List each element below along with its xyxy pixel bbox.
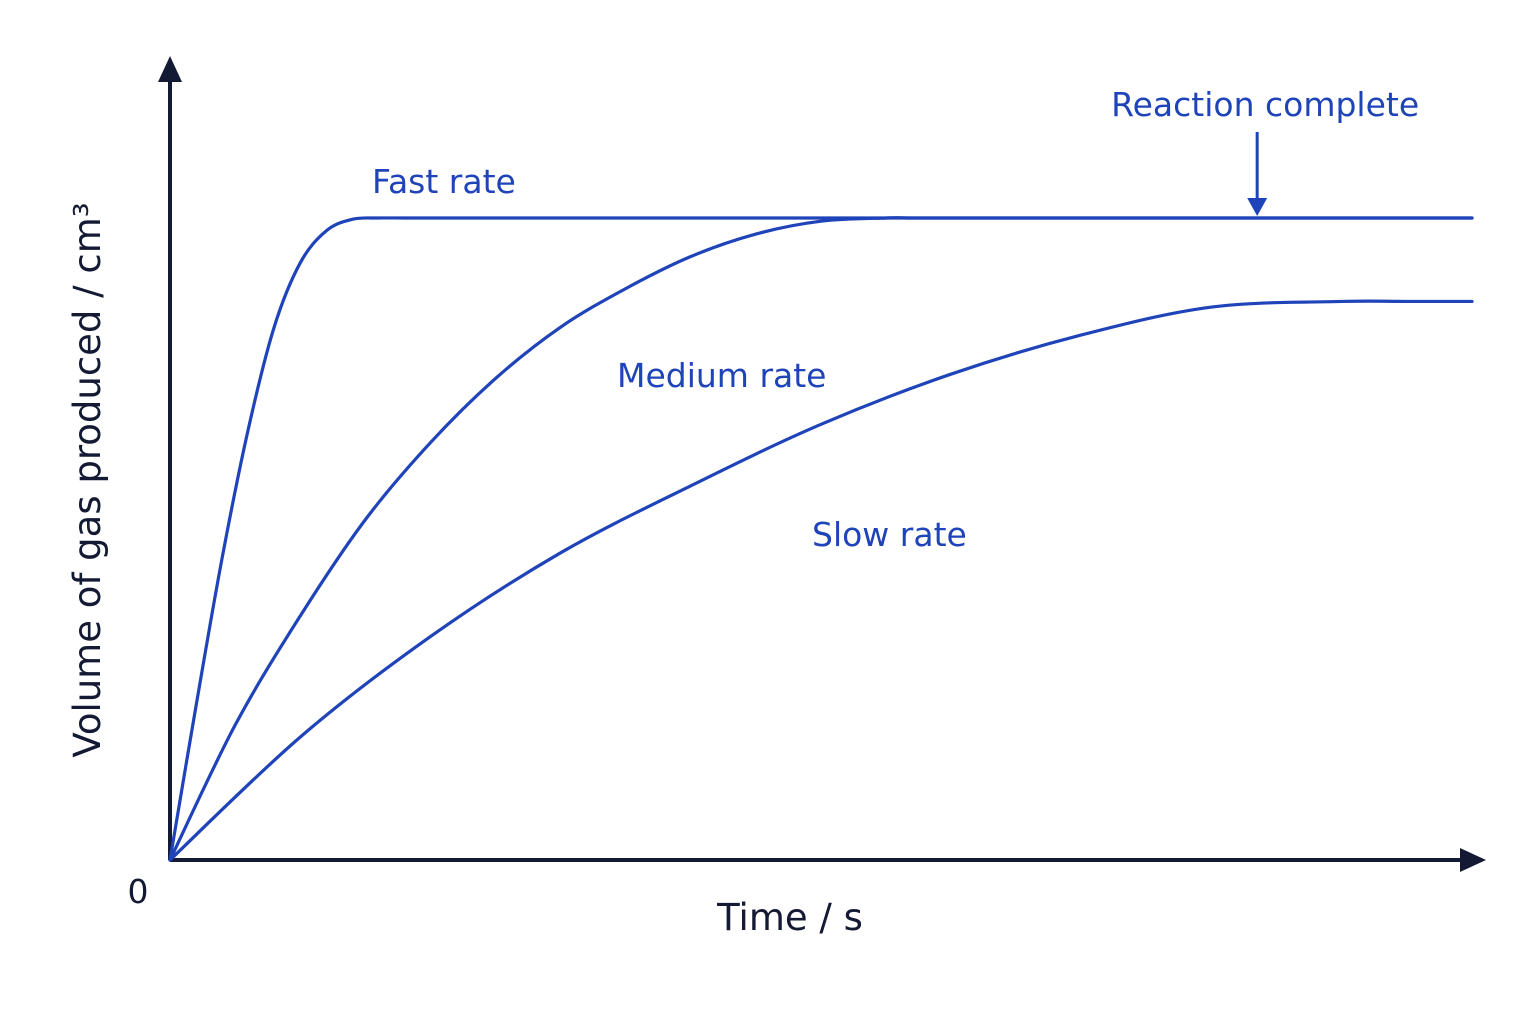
annotation-layer: Reaction complete xyxy=(1111,85,1419,216)
series-layer xyxy=(168,216,1474,862)
fast-rate-label: Fast rate xyxy=(372,162,516,201)
slow-rate-line xyxy=(168,299,1474,862)
slow-rate-label: Slow rate xyxy=(812,515,967,554)
label-layer: Fast rate Medium rate Slow rate xyxy=(372,162,967,554)
annotation-text-0: Reaction complete xyxy=(1111,85,1419,124)
origin-label: 0 xyxy=(128,872,149,911)
medium-rate-line xyxy=(168,216,1474,862)
medium-rate-label: Medium rate xyxy=(617,356,826,395)
axes xyxy=(158,56,1486,872)
x-axis-label: Time / s xyxy=(716,896,863,939)
annotation-arrowhead-0 xyxy=(1247,198,1268,216)
x-axis-arrowhead xyxy=(1460,848,1486,872)
y-axis-label: Volume of gas produced / cm³ xyxy=(66,202,109,757)
y-axis-arrowhead xyxy=(158,56,182,82)
